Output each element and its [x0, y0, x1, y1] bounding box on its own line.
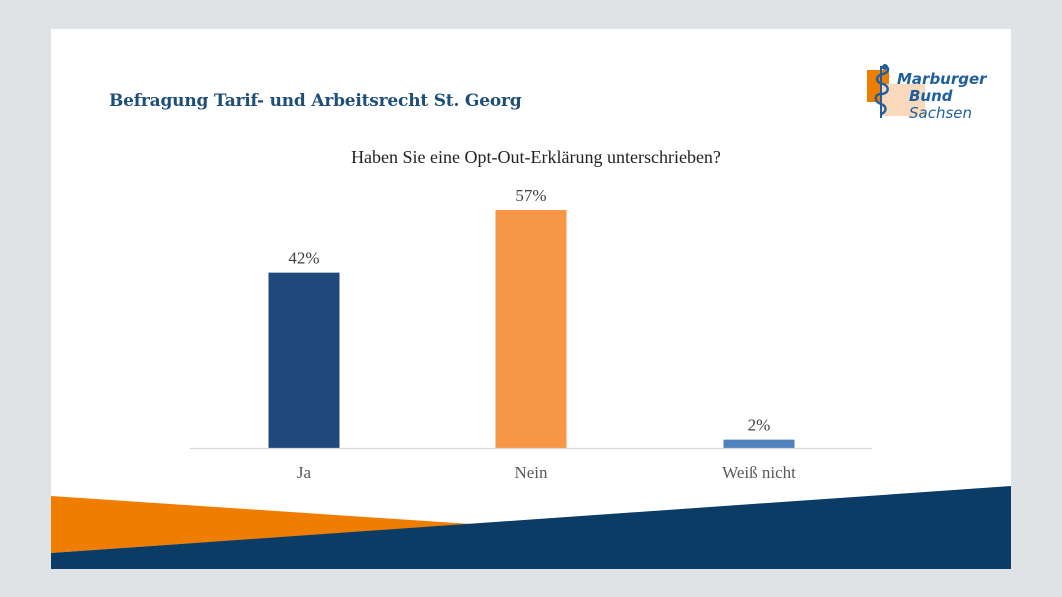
footer-orange-shape [51, 496, 471, 553]
x-tick-label: Nein [514, 463, 548, 482]
footer-decoration [51, 486, 1011, 569]
footer-navy-shape [51, 486, 1011, 569]
logo-graphic [867, 64, 925, 118]
slide: Befragung Tarif- und Arbeitsrecht St. Ge… [51, 29, 1011, 569]
data-label: 2% [748, 416, 771, 435]
labels-group: 42% Ja 57% Nein 2% Weiß nicht [288, 186, 796, 482]
logo-text-sachsen: Sachsen [909, 104, 973, 122]
x-tick-label: Ja [297, 463, 312, 482]
data-label: 42% [288, 249, 319, 268]
rod-of-asclepius-icon [874, 64, 890, 118]
logo-text-bund: Bund [909, 87, 953, 105]
logo-text-marburger: Marburger [897, 70, 987, 88]
chart-title: Haben Sie eine Opt-Out-Erklärung untersc… [351, 147, 721, 167]
bar-ja [268, 272, 340, 448]
bar-nein [495, 210, 567, 448]
marburger-bund-logo: Marburger Bund Sachsen [863, 62, 993, 124]
bar-chart: Haben Sie eine Opt-Out-Erklärung untersc… [190, 147, 872, 482]
slide-title: Befragung Tarif- und Arbeitsrecht St. Ge… [109, 91, 522, 111]
x-tick-label: Weiß nicht [722, 463, 796, 482]
data-label: 57% [515, 186, 546, 205]
bar-weiß-nicht [723, 439, 795, 448]
bars-group [268, 210, 795, 448]
